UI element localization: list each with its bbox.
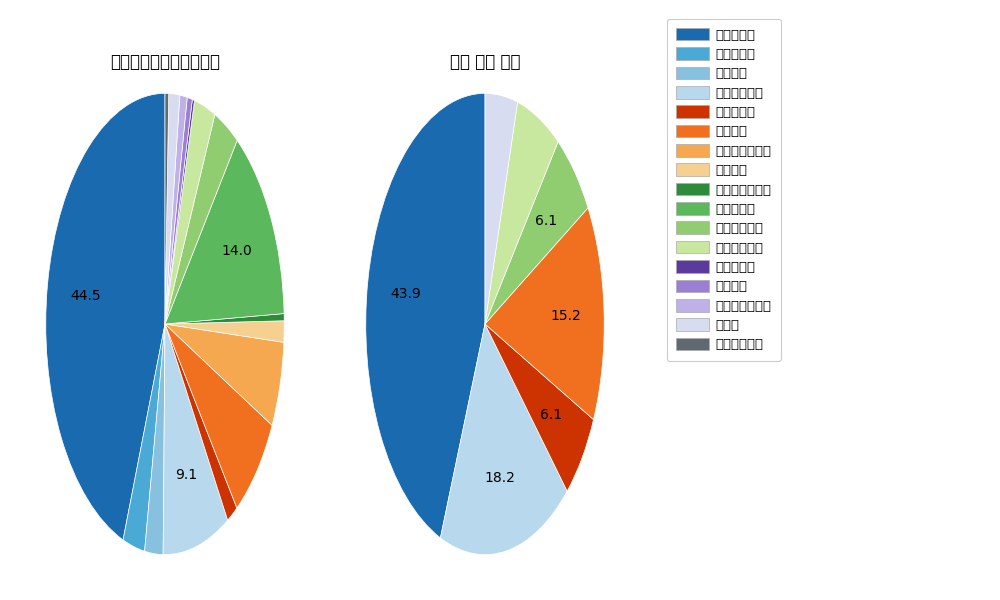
Wedge shape xyxy=(123,324,165,551)
Wedge shape xyxy=(145,324,165,554)
Wedge shape xyxy=(165,140,284,324)
Wedge shape xyxy=(165,115,237,324)
Text: 15.2: 15.2 xyxy=(551,309,581,323)
Wedge shape xyxy=(485,142,588,324)
Wedge shape xyxy=(485,94,518,324)
Wedge shape xyxy=(165,324,237,520)
Wedge shape xyxy=(165,324,272,508)
Wedge shape xyxy=(165,100,195,324)
Wedge shape xyxy=(165,94,180,324)
Wedge shape xyxy=(165,101,215,324)
Text: 43.9: 43.9 xyxy=(390,287,421,301)
Text: 6.1: 6.1 xyxy=(535,214,557,227)
Wedge shape xyxy=(163,324,228,554)
Wedge shape xyxy=(165,314,284,324)
Wedge shape xyxy=(485,324,594,491)
Wedge shape xyxy=(165,97,192,324)
Wedge shape xyxy=(366,94,485,538)
Wedge shape xyxy=(165,321,284,343)
Wedge shape xyxy=(46,94,165,540)
Wedge shape xyxy=(485,102,558,324)
Title: 茶谷 健太 選手: 茶谷 健太 選手 xyxy=(450,53,520,71)
Text: 6.1: 6.1 xyxy=(540,408,562,422)
Wedge shape xyxy=(485,208,604,419)
Wedge shape xyxy=(440,324,567,554)
Text: 14.0: 14.0 xyxy=(221,244,252,258)
Text: 9.1: 9.1 xyxy=(175,468,198,482)
Wedge shape xyxy=(165,324,284,425)
Text: 44.5: 44.5 xyxy=(70,289,101,303)
Text: 18.2: 18.2 xyxy=(485,471,516,485)
Legend: ストレート, ツーシーム, シュート, カットボール, スプリット, フォーク, チェンジアップ, シンカー, 高速スライダー, スライダー, 縦スライダー, : ストレート, ツーシーム, シュート, カットボール, スプリット, フォーク,… xyxy=(667,19,781,361)
Wedge shape xyxy=(165,95,187,324)
Title: パ・リーグ全プレイヤー: パ・リーグ全プレイヤー xyxy=(110,53,220,71)
Wedge shape xyxy=(165,94,169,324)
